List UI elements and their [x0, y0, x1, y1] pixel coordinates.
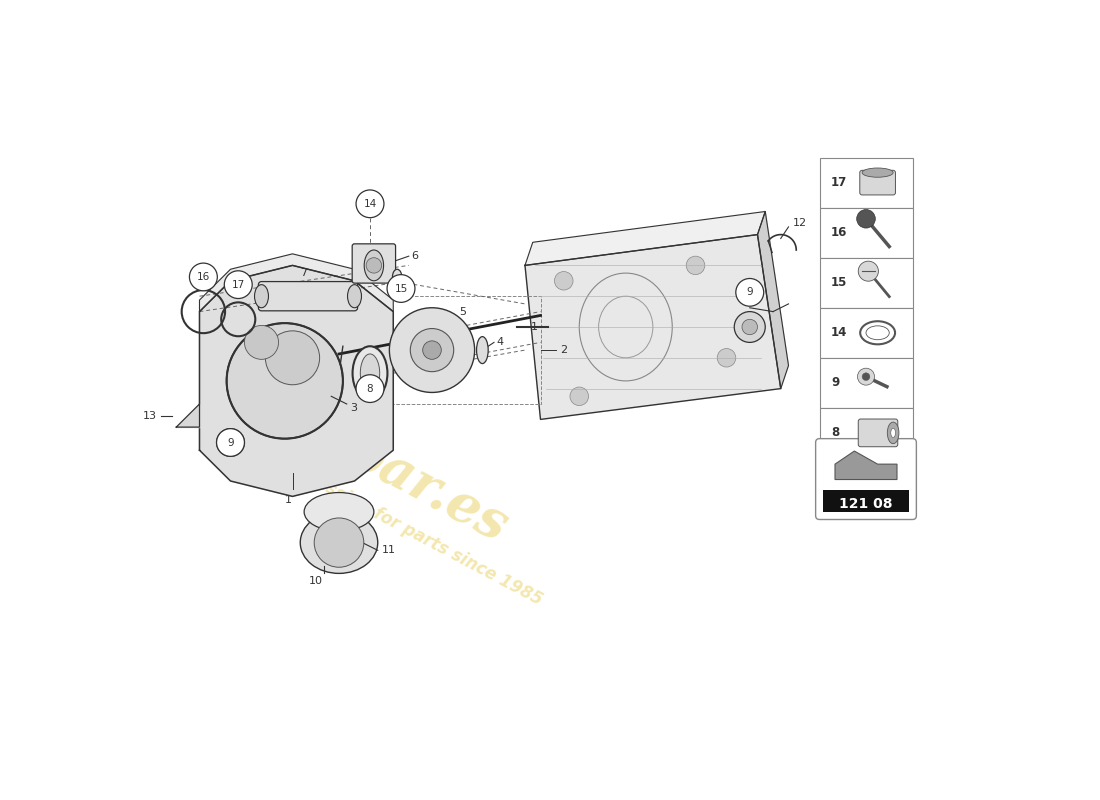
Circle shape — [366, 258, 382, 273]
Text: 10: 10 — [309, 576, 322, 586]
Circle shape — [387, 274, 415, 302]
FancyBboxPatch shape — [860, 170, 895, 195]
Ellipse shape — [891, 428, 895, 438]
Polygon shape — [525, 234, 781, 419]
Text: 4: 4 — [496, 338, 504, 347]
Circle shape — [265, 331, 320, 385]
Circle shape — [217, 429, 244, 456]
Text: 9: 9 — [747, 287, 754, 298]
Circle shape — [410, 329, 453, 372]
Polygon shape — [199, 254, 394, 311]
Ellipse shape — [364, 250, 384, 281]
Ellipse shape — [348, 285, 362, 308]
Text: 2: 2 — [560, 345, 566, 355]
Text: 15: 15 — [832, 276, 847, 290]
Circle shape — [736, 278, 763, 306]
Ellipse shape — [361, 354, 379, 393]
Circle shape — [857, 210, 876, 228]
Circle shape — [189, 263, 218, 291]
Circle shape — [570, 387, 589, 406]
Text: 17: 17 — [832, 176, 847, 189]
Ellipse shape — [888, 422, 899, 444]
Bar — [370, 296, 540, 404]
Text: 12: 12 — [792, 218, 806, 228]
Circle shape — [862, 373, 870, 381]
Text: 8: 8 — [832, 426, 839, 439]
Polygon shape — [835, 451, 896, 479]
Ellipse shape — [353, 346, 387, 400]
Circle shape — [735, 311, 766, 342]
Text: 14: 14 — [363, 199, 376, 209]
Text: eurospar.es: eurospar.es — [192, 348, 517, 553]
Polygon shape — [199, 266, 394, 496]
Text: 13: 13 — [143, 410, 157, 421]
Text: 16: 16 — [197, 272, 210, 282]
Circle shape — [356, 374, 384, 402]
Polygon shape — [758, 211, 789, 389]
Text: 15: 15 — [395, 283, 408, 294]
Ellipse shape — [304, 493, 374, 531]
Text: 3: 3 — [351, 403, 358, 413]
Circle shape — [389, 308, 474, 393]
FancyBboxPatch shape — [815, 438, 916, 519]
Bar — [820, 208, 913, 258]
Text: 16: 16 — [832, 226, 847, 239]
FancyBboxPatch shape — [352, 244, 396, 283]
Circle shape — [244, 326, 278, 359]
Circle shape — [717, 349, 736, 367]
Bar — [820, 408, 913, 458]
Ellipse shape — [476, 337, 488, 363]
Bar — [824, 490, 909, 512]
Circle shape — [315, 518, 364, 567]
Circle shape — [223, 435, 238, 450]
Text: 8: 8 — [366, 383, 373, 394]
Circle shape — [742, 319, 758, 334]
Ellipse shape — [300, 512, 377, 574]
Circle shape — [858, 368, 874, 385]
FancyBboxPatch shape — [258, 282, 358, 311]
Text: 5: 5 — [459, 306, 466, 317]
Circle shape — [554, 271, 573, 290]
Text: 1: 1 — [285, 495, 293, 506]
Polygon shape — [525, 211, 766, 266]
Circle shape — [686, 256, 705, 274]
Text: 14: 14 — [832, 326, 847, 339]
Text: a passion for parts since 1985: a passion for parts since 1985 — [287, 461, 546, 610]
Text: 7: 7 — [300, 268, 307, 278]
Text: 9: 9 — [832, 376, 839, 390]
Polygon shape — [176, 404, 199, 427]
Ellipse shape — [393, 270, 402, 285]
Bar — [820, 308, 913, 358]
Circle shape — [227, 323, 343, 438]
Circle shape — [422, 341, 441, 359]
Ellipse shape — [254, 285, 268, 308]
Text: 11: 11 — [382, 546, 396, 555]
Text: 1: 1 — [531, 322, 538, 332]
Ellipse shape — [862, 168, 893, 178]
Circle shape — [858, 261, 879, 281]
Bar — [820, 258, 913, 308]
Circle shape — [224, 270, 252, 298]
Text: 6: 6 — [411, 251, 418, 261]
Circle shape — [217, 429, 244, 456]
Circle shape — [356, 190, 384, 218]
Text: 17: 17 — [232, 280, 245, 290]
Text: 121 08: 121 08 — [839, 498, 893, 511]
Bar — [820, 358, 913, 408]
Bar — [820, 158, 913, 208]
Text: 9: 9 — [228, 438, 234, 447]
FancyBboxPatch shape — [858, 419, 898, 446]
